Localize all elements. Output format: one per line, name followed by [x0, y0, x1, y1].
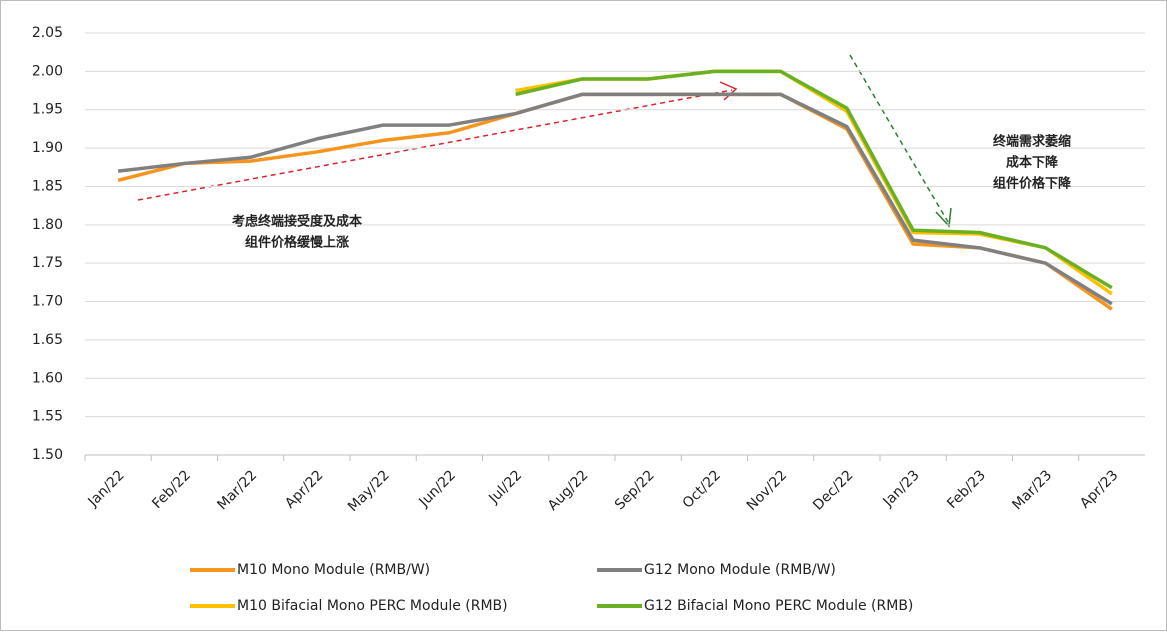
annotation: 考虑终端接受度及成本 [232, 214, 362, 230]
arrow-head [935, 207, 952, 228]
annotation: 组件价格下降 [993, 176, 1072, 192]
series-line [117, 92, 1113, 306]
trend-arrow-up [137, 89, 733, 201]
arrow-head [719, 81, 738, 101]
y-tick-label: 2.05 [32, 25, 63, 41]
y-tick-label: 1.60 [32, 370, 63, 386]
annotation: 组件价格缓慢上涨 [245, 235, 349, 251]
annotation: 终端需求萎缩 [993, 134, 1071, 150]
y-tick-label: 1.55 [32, 409, 63, 425]
annotation: 成本下降 [1006, 155, 1059, 171]
series-line [515, 69, 1113, 290]
legend-label: G12 Bifacial Mono PERC Module (RMB) [644, 598, 913, 614]
y-tick-label: 1.90 [32, 140, 63, 156]
y-tick-label: 1.70 [32, 294, 63, 310]
y-tick-label: 1.95 [32, 102, 63, 118]
legend-label: M10 Mono Module (RMB/W) [237, 562, 430, 578]
legend-label: G12 Mono Module (RMB/W) [644, 562, 836, 578]
y-tick-label: 1.80 [32, 217, 63, 233]
y-tick-label: 1.75 [32, 255, 63, 271]
y-tick-label: 1.85 [32, 178, 63, 194]
legend-label: M10 Bifacial Mono PERC Module (RMB) [237, 598, 508, 614]
y-tick-label: 1.65 [32, 332, 63, 348]
y-tick-label: 1.50 [32, 447, 63, 463]
y-tick-label: 2.00 [32, 63, 63, 79]
